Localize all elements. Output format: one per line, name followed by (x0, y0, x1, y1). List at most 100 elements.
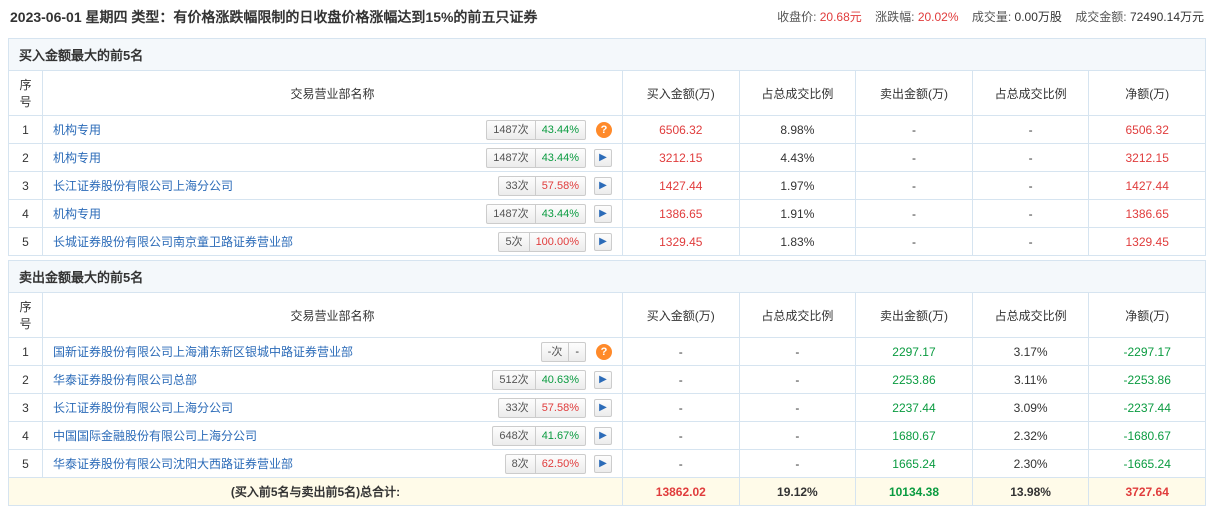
cell-sell-pct: 3.17% (972, 338, 1089, 366)
cell-buy: - (623, 338, 740, 366)
col-sell-amount: 卖出金额(万) (856, 293, 973, 338)
broker-link[interactable]: 机构专用 (53, 207, 101, 221)
cell-sell: 1665.24 (856, 450, 973, 478)
broker-link[interactable]: 机构专用 (53, 151, 101, 165)
expand-icon[interactable]: ▶ (594, 455, 612, 473)
expand-icon[interactable]: ▶ (594, 399, 612, 417)
cell-sell: 2297.17 (856, 338, 973, 366)
stat-badge[interactable]: 8次62.50% (505, 454, 586, 474)
help-icon[interactable]: ? (596, 122, 612, 138)
expand-icon[interactable]: ▶ (594, 371, 612, 389)
cell-buy-pct: 8.98% (739, 116, 856, 144)
broker-link[interactable]: 长江证券股份有限公司上海分公司 (53, 401, 233, 415)
cell-sell: - (856, 228, 973, 256)
broker-link[interactable]: 华泰证券股份有限公司总部 (53, 373, 197, 387)
col-net: 净额(万) (1089, 71, 1206, 116)
badge-times: 1487次 (487, 121, 535, 139)
close-value: 20.68元 (820, 10, 862, 24)
expand-icon[interactable]: ▶ (594, 233, 612, 251)
col-rank: 序号 (9, 71, 43, 116)
table-row: 2华泰证券股份有限公司总部512次40.63%▶--2253.863.11%-2… (9, 366, 1206, 394)
cell-net: -2253.86 (1089, 366, 1206, 394)
cell-sell: 1680.67 (856, 422, 973, 450)
cell-buy-pct: 1.97% (739, 172, 856, 200)
cell-sell-pct: - (972, 144, 1089, 172)
table-row: 3长江证券股份有限公司上海分公司33次57.58%▶1427.441.97%--… (9, 172, 1206, 200)
table-row: 5华泰证券股份有限公司沈阳大西路证券营业部8次62.50%▶--1665.242… (9, 450, 1206, 478)
badge-times: 512次 (493, 371, 535, 389)
stat-badge[interactable]: 33次57.58% (498, 176, 586, 196)
stat-badge[interactable]: 1487次43.44% (486, 148, 586, 168)
stat-badge[interactable]: 1487次43.44% (486, 204, 586, 224)
header-title: 2023-06-01 星期四 类型：有价格涨跌幅限制的日收盘价格涨幅达到15%的… (10, 6, 537, 28)
cell-net: 1386.65 (1089, 200, 1206, 228)
header-stats: 收盘价: 20.68元 涨跌幅: 20.02% 成交量: 0.00万股 成交金额… (767, 6, 1204, 28)
expand-icon[interactable]: ▶ (594, 205, 612, 223)
cell-name: 长江证券股份有限公司上海分公司 33次57.58% ▶ (43, 172, 623, 200)
cell-name: 中国国际金融股份有限公司上海分公司 648次41.67% ▶ (43, 422, 623, 450)
total-sell: 10134.38 (856, 478, 973, 506)
stat-badge[interactable]: 33次57.58% (498, 398, 586, 418)
col-buy-pct: 占总成交比例 (739, 293, 856, 338)
expand-icon[interactable]: ▶ (594, 427, 612, 445)
cell-buy-pct: - (739, 394, 856, 422)
col-buy-pct: 占总成交比例 (739, 71, 856, 116)
broker-link[interactable]: 长城证券股份有限公司南京童卫路证券营业部 (53, 235, 293, 249)
stat-badge[interactable]: 512次40.63% (492, 370, 586, 390)
badge-pct: 62.50% (536, 455, 585, 473)
change-label: 涨跌幅: (875, 10, 914, 24)
change-value: 20.02% (918, 10, 959, 24)
cell-name: 机构专用 1487次43.44% ▶ (43, 144, 623, 172)
cell-name: 国新证券股份有限公司上海浦东新区银城中路证券营业部 -次-? (43, 338, 623, 366)
total-buy-pct: 19.12% (739, 478, 856, 506)
cell-name: 华泰证券股份有限公司总部 512次40.63% ▶ (43, 366, 623, 394)
cell-buy-pct: 1.91% (739, 200, 856, 228)
cell-buy: - (623, 450, 740, 478)
cell-net: 1329.45 (1089, 228, 1206, 256)
badge-times: 8次 (506, 455, 536, 473)
broker-link[interactable]: 长江证券股份有限公司上海分公司 (53, 179, 233, 193)
expand-icon[interactable]: ▶ (594, 177, 612, 195)
cell-sell: - (856, 200, 973, 228)
cell-sell-pct: 3.11% (972, 366, 1089, 394)
sell-table: 序号 交易营业部名称 买入金额(万) 占总成交比例 卖出金额(万) 占总成交比例… (8, 292, 1206, 506)
cell-sell: - (856, 144, 973, 172)
volume-value: 0.00万股 (1015, 10, 1062, 24)
stat-badge[interactable]: -次- (541, 342, 586, 362)
header-date: 2023-06-01 (10, 9, 82, 25)
total-label: (买入前5名与卖出前5名)总合计: (9, 478, 623, 506)
table-row: 3长江证券股份有限公司上海分公司33次57.58%▶--2237.443.09%… (9, 394, 1206, 422)
amount-value: 72490.14万元 (1130, 10, 1204, 24)
cell-sell-pct: - (972, 228, 1089, 256)
badge-times: 33次 (499, 399, 535, 417)
help-icon[interactable]: ? (596, 344, 612, 360)
cell-sell: - (856, 172, 973, 200)
cell-buy: 3212.15 (623, 144, 740, 172)
badge-times: 1487次 (487, 149, 535, 167)
stat-badge[interactable]: 648次41.67% (492, 426, 586, 446)
cell-rank: 3 (9, 172, 43, 200)
volume-label: 成交量: (972, 10, 1011, 24)
cell-sell-pct: - (972, 200, 1089, 228)
total-row: (买入前5名与卖出前5名)总合计: 13862.02 19.12% 10134.… (9, 478, 1206, 506)
badge-times: 33次 (499, 177, 535, 195)
cell-sell-pct: 2.30% (972, 450, 1089, 478)
total-net: 3727.64 (1089, 478, 1206, 506)
col-net: 净额(万) (1089, 293, 1206, 338)
table-row: 4中国国际金融股份有限公司上海分公司648次41.67%▶--1680.672.… (9, 422, 1206, 450)
broker-link[interactable]: 华泰证券股份有限公司沈阳大西路证券营业部 (53, 457, 293, 471)
broker-link[interactable]: 机构专用 (53, 123, 101, 137)
broker-link[interactable]: 中国国际金融股份有限公司上海分公司 (53, 429, 257, 443)
header-type-label: 类型： (131, 9, 173, 25)
cell-net: -2297.17 (1089, 338, 1206, 366)
col-sell-pct: 占总成交比例 (972, 293, 1089, 338)
stat-badge[interactable]: 1487次43.44% (486, 120, 586, 140)
broker-link[interactable]: 国新证券股份有限公司上海浦东新区银城中路证券营业部 (53, 345, 353, 359)
expand-icon[interactable]: ▶ (594, 149, 612, 167)
stat-badge[interactable]: 5次100.00% (498, 232, 586, 252)
cell-net: -1665.24 (1089, 450, 1206, 478)
cell-buy-pct: - (739, 450, 856, 478)
cell-sell: 2253.86 (856, 366, 973, 394)
cell-rank: 4 (9, 200, 43, 228)
cell-rank: 2 (9, 366, 43, 394)
